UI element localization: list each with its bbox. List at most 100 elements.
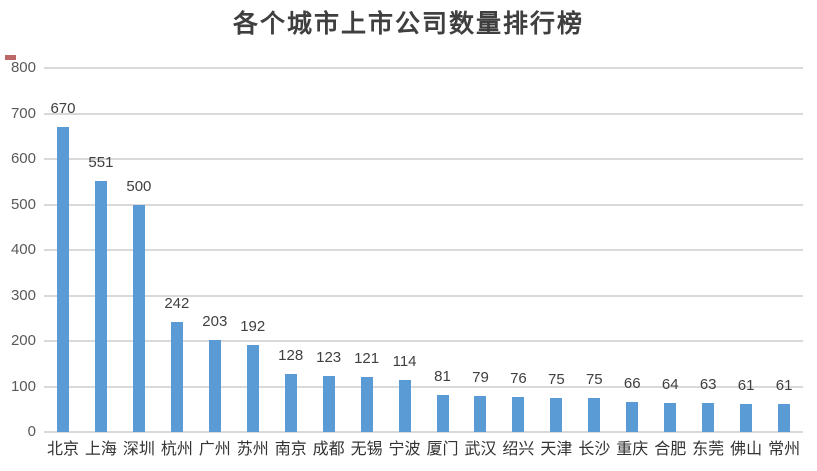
x-category-label-无锡: 无锡 (350, 441, 383, 458)
y-tick-label-200: 200 (10, 332, 36, 349)
bar-value-label-武汉: 79 (472, 369, 489, 387)
category-cell-佛山: 61 (727, 68, 765, 432)
gridline-100 (44, 385, 803, 388)
category-cell-广州: 203 (196, 68, 234, 432)
bar-value-label-苏州: 192 (240, 317, 266, 335)
bar-value-label-合肥: 64 (661, 375, 679, 393)
chart-title: 各个城市上市公司数量排行榜 (232, 11, 584, 38)
category-cell-天津: 75 (537, 68, 575, 432)
bar-value-label-北京: 670 (50, 100, 76, 118)
x-category-label-长沙: 长沙 (578, 441, 611, 458)
x-axis: 北京 上海 深圳 杭州 广州 苏州 南京 成都 无锡 宁波 厦门 武汉 绍兴 天津 长沙 重庆 合肥 东莞 佛山 常州 (44, 438, 803, 464)
category-cell-上海: 551 (82, 68, 120, 432)
x-category-label-厦门: 厦门 (426, 441, 459, 458)
plot-area: 670 551 500 242 203 192 128 123 121 114 81 79 76 75 75… (44, 67, 803, 433)
bar-深圳 (132, 204, 145, 432)
bar-value-label-无锡: 121 (354, 349, 380, 367)
x-category-label-成都: 成都 (312, 441, 345, 458)
bar-绍兴 (512, 397, 525, 432)
category-cell-成都: 123 (310, 68, 348, 432)
bar-苏州 (246, 344, 259, 432)
x-category-label-佛山: 佛山 (730, 441, 763, 458)
gridline-0 (44, 431, 803, 433)
x-category-label-武汉: 武汉 (464, 441, 497, 458)
y-tick-label-400: 400 (10, 241, 36, 258)
y-tick-label-500: 500 (10, 195, 36, 213)
category-cell-宁波: 114 (386, 68, 424, 432)
gridline-400 (44, 249, 803, 251)
x-category-label-苏州: 苏州 (236, 441, 269, 458)
x-category-label-深圳: 深圳 (122, 441, 155, 458)
bar-杭州 (170, 321, 183, 432)
category-cell-东莞: 63 (689, 68, 727, 432)
bar-南京 (284, 373, 297, 432)
bar-value-label-广州: 203 (202, 312, 228, 330)
x-category-label-东莞: 东莞 (692, 441, 725, 458)
bar-重庆 (626, 401, 639, 432)
red-artifact-mark (5, 55, 16, 60)
category-cell-长沙: 75 (575, 68, 613, 432)
category-cell-无锡: 121 (348, 68, 386, 432)
category-cell-合肥: 64 (651, 68, 689, 432)
bar-宁波 (398, 380, 411, 432)
bar-value-label-常州: 61 (775, 377, 793, 395)
x-category-label-绍兴: 绍兴 (502, 441, 535, 458)
x-category-label-南京: 南京 (274, 441, 307, 458)
bar-value-label-南京: 128 (278, 346, 304, 364)
category-cell-北京: 670 (44, 68, 82, 432)
bar-成都 (322, 376, 335, 432)
category-cell-重庆: 66 (613, 68, 651, 432)
x-category-label-合肥: 合肥 (654, 441, 687, 458)
category-cell-深圳: 500 (120, 68, 158, 432)
category-cell-常州: 61 (765, 68, 803, 432)
bar-常州 (778, 404, 791, 432)
bar-value-label-天津: 75 (548, 370, 565, 388)
gridline-700 (44, 112, 803, 115)
y-tick-label-0: 0 (27, 423, 36, 440)
bar-北京 (56, 127, 69, 432)
gridline-600 (44, 158, 803, 160)
y-tick-label-800: 800 (10, 59, 36, 76)
y-tick-label-700: 700 (10, 104, 36, 122)
bar-上海 (94, 181, 107, 432)
x-category-label-宁波: 宁波 (388, 441, 421, 458)
gridline-500 (44, 203, 803, 206)
y-tick-label-300: 300 (10, 286, 36, 304)
gridline-300 (44, 294, 803, 297)
category-cell-苏州: 192 (234, 68, 272, 432)
bar-value-label-重庆: 66 (623, 374, 641, 392)
x-category-label-广州: 广州 (198, 441, 231, 458)
x-category-label-重庆: 重庆 (616, 441, 649, 458)
category-cell-绍兴: 76 (499, 68, 537, 432)
bar-value-label-绍兴: 76 (510, 370, 527, 388)
category-cell-南京: 128 (272, 68, 310, 432)
category-cell-杭州: 242 (158, 68, 196, 432)
bar-长沙 (588, 397, 601, 432)
y-tick-label-600: 600 (10, 150, 36, 167)
category-cell-厦门: 81 (424, 68, 462, 432)
bar-东莞 (702, 403, 715, 432)
bar-厦门 (436, 395, 449, 432)
y-axis: 0 100 200 300 400 500 600 700 800 (0, 59, 36, 440)
bar-广州 (208, 339, 221, 432)
category-cell-武汉: 79 (461, 68, 499, 432)
bar-value-label-成都: 123 (316, 349, 342, 367)
bar-value-label-佛山: 61 (737, 377, 755, 395)
bar-value-label-深圳: 500 (126, 177, 152, 195)
bar-value-label-宁波: 114 (392, 353, 417, 371)
x-category-label-常州: 常州 (768, 441, 801, 458)
bar-合肥 (664, 402, 677, 432)
y-tick-label-100: 100 (10, 377, 36, 395)
bar-value-label-东莞: 63 (699, 376, 717, 394)
gridline-800 (44, 67, 803, 69)
gridline-200 (44, 340, 803, 342)
x-category-label-北京: 北京 (46, 441, 79, 458)
x-category-label-天津: 天津 (540, 441, 573, 458)
bar-value-label-杭州: 242 (164, 294, 190, 312)
bar-天津 (550, 397, 563, 432)
bar-series: 670 551 500 242 203 192 128 123 121 114 81 79 76 75 75… (44, 68, 803, 432)
x-category-label-上海: 上海 (84, 441, 117, 458)
bar-无锡 (360, 376, 373, 432)
bar-value-label-长沙: 75 (585, 370, 603, 388)
